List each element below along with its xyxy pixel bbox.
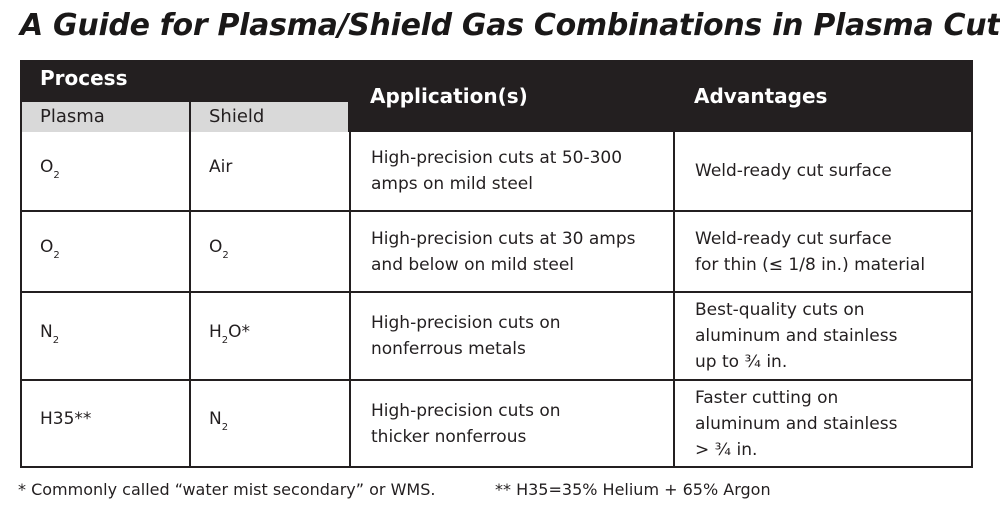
header-application: Application(s) xyxy=(370,84,528,108)
cell-shield: Air xyxy=(191,132,351,210)
header-advantages: Advantages xyxy=(694,84,828,108)
cell-application: High-precision cuts on nonferrous metals xyxy=(351,293,675,379)
cell-advantages: Best-quality cuts on aluminum and stainl… xyxy=(695,300,898,372)
cell-application: High-precision cuts on thicker nonferrou… xyxy=(351,381,675,466)
header-plasma: Plasma xyxy=(22,102,189,132)
cell-application: High-precision cuts at 30 amps and below… xyxy=(351,212,675,291)
footnote-wms: * Commonly called “water mist secondary”… xyxy=(18,480,436,499)
table-row: H35** N2 High-precision cuts on thicker … xyxy=(20,381,973,468)
table-row: O2 Air High-precision cuts at 50-300 amp… xyxy=(20,132,973,212)
header-process: Process xyxy=(40,66,128,90)
cell-shield: O2 xyxy=(191,212,351,291)
cell-shield: N2 xyxy=(191,381,351,466)
cell-plasma: O2 xyxy=(22,212,191,291)
cell-plasma: O2 xyxy=(22,132,191,210)
cell-advantages: Weld-ready cut surface xyxy=(695,161,892,181)
cell-advantages: Faster cutting on aluminum and stainless… xyxy=(695,387,898,460)
cell-application: High-precision cuts at 50-300 amps on mi… xyxy=(351,132,675,210)
table-row: O2 O2 High-precision cuts at 30 amps and… xyxy=(20,212,973,293)
gas-combinations-table: Process Plasma Shield Application(s) Adv… xyxy=(20,60,973,468)
cell-shield: H2O* xyxy=(191,293,351,379)
footnote-h35: ** H35=35% Helium + 65% Argon xyxy=(495,480,771,499)
cell-advantages: Weld-ready cut surface for thin (≤ 1/8 i… xyxy=(695,228,926,275)
table-row: N2 H2O* High-precision cuts on nonferrou… xyxy=(20,293,973,381)
cell-plasma: H35** xyxy=(22,381,191,466)
header-shield: Shield xyxy=(191,102,348,132)
page-title: A Guide for Plasma/Shield Gas Combinatio… xyxy=(20,8,1000,43)
cell-plasma: N2 xyxy=(22,293,191,379)
table-header: Process Plasma Shield Application(s) Adv… xyxy=(20,60,973,132)
